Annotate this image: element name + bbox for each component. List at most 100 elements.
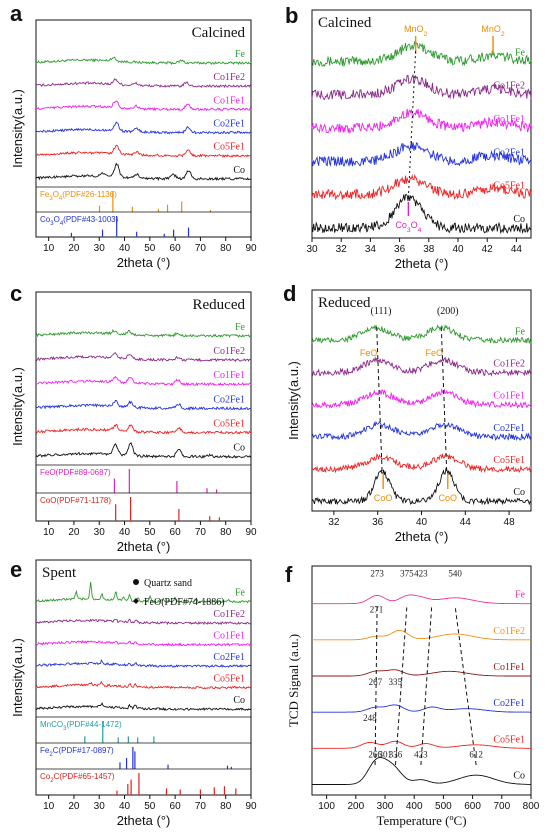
series-line-fe [311, 40, 532, 68]
series-line-co1fe2 [311, 356, 532, 377]
x-tick-label: 40 [119, 801, 131, 812]
series-line-co1fe1 [35, 639, 252, 647]
panel-letter-f: f [285, 562, 293, 587]
series-line-fe [312, 594, 531, 605]
panel-title: Calcined [192, 25, 246, 41]
plot-frame [311, 565, 532, 796]
x-tick-label: 50 [144, 527, 156, 538]
series-label: Fe [235, 49, 246, 60]
x-tick-label: 90 [245, 243, 257, 254]
ref-label: CoO(PDF#71-1178) [40, 496, 111, 505]
x-axis-title: 2theta (°) [117, 539, 171, 554]
series-label: Co1Fe2 [493, 359, 525, 370]
y-axis-title: Intensity(a.u.) [10, 89, 25, 168]
annotation: FeO [426, 348, 444, 358]
ref-label: Co2C(PDF#65-1457) [40, 772, 115, 784]
series-label: Co1Fe1 [213, 95, 245, 106]
series-label: Co2Fe1 [493, 423, 525, 434]
plot-frame [311, 9, 532, 239]
legend-label: FeO(PDF#74-1886) [144, 597, 225, 608]
x-tick-label: 10 [43, 801, 55, 812]
guide-line [454, 605, 477, 766]
x-tick-label: 30 [94, 801, 106, 812]
ref-label: Fe3O4(PDF#26-1136) [40, 190, 117, 202]
ref-label: FeO(PDF#89-0687) [40, 468, 111, 477]
x-tick-label: 600 [464, 801, 481, 812]
series-label: Co5Fe1 [213, 674, 245, 685]
series-line-co2fe1 [311, 420, 532, 442]
annotation: (200) [437, 306, 459, 317]
panel-letter-e: e [10, 557, 22, 582]
x-tick-label: 20 [68, 243, 80, 254]
series-label: Co1Fe2 [493, 81, 525, 92]
x-tick-label: 40 [119, 527, 131, 538]
x-tick-label: 40 [119, 243, 131, 254]
x-tick-label: 10 [43, 527, 55, 538]
series-label: Co5Fe1 [213, 142, 245, 153]
x-tick-label: 70 [195, 243, 207, 254]
x-tick-label: 40 [452, 244, 464, 255]
annotation: CoO [439, 493, 458, 503]
series-line-fe [35, 582, 252, 604]
peak-label: 271 [370, 605, 384, 615]
x-tick-label: 20 [68, 527, 80, 538]
y-axis-title: TCD Signal (a.u.) [286, 634, 301, 727]
x-tick-label: 36 [372, 517, 384, 528]
plot-frame [35, 559, 252, 796]
series-line-co1fe2 [35, 618, 252, 626]
x-tick-label: 42 [482, 244, 494, 255]
series-line-co1fe1 [312, 669, 531, 677]
x-tick-label: 36 [394, 244, 406, 255]
series-line-co5fe1 [35, 144, 252, 158]
peak-label: 375 [400, 569, 414, 579]
x-tick-label: 30 [94, 243, 106, 254]
y-axis-title: Intensity(a.u.) [286, 361, 301, 440]
series-line-co1fe2 [311, 74, 532, 101]
series-line-co [35, 162, 252, 182]
series-line-co1fe1 [36, 375, 252, 387]
plot-frame [35, 19, 252, 238]
x-tick-label: 38 [423, 244, 435, 255]
guide-line [374, 605, 378, 766]
series-label: Co1Fe2 [213, 609, 245, 620]
guide-line [395, 605, 408, 766]
x-axis-title: 2theta (°) [395, 529, 449, 544]
series-label: Co [513, 770, 525, 781]
x-tick-label: 20 [68, 801, 80, 812]
series-line-co1fe1 [311, 388, 532, 409]
peak-label: 335 [388, 677, 402, 687]
series-label: Co1Fe1 [493, 391, 525, 402]
series-line-fe [35, 56, 252, 66]
series-line-co5fe1 [311, 173, 532, 201]
legend-marker-diamond [133, 598, 139, 604]
x-tick-label: 80 [220, 527, 232, 538]
x-tick-label: 70 [195, 801, 207, 812]
x-tick-label: 44 [460, 517, 472, 528]
x-tick-label: 100 [318, 801, 335, 812]
legend-label: Quartz sand [144, 578, 192, 589]
annotation: MnO2 [404, 24, 428, 38]
series-label: Co2Fe1 [213, 394, 245, 405]
series-line-fe [311, 323, 532, 344]
series-label: Fe [515, 326, 526, 337]
peak-label: 267 [369, 677, 383, 687]
panel-e: e 10 20 30 40 50 60 70 80 90 2theta (°) Intensity(a… [10, 557, 257, 828]
x-tick-label: 90 [245, 801, 257, 812]
series-line-co2fe1 [311, 141, 532, 168]
series-line-co5fe1 [35, 423, 252, 435]
series-line-co1fe2 [312, 629, 531, 641]
x-tick-label: 44 [511, 244, 523, 255]
peak-label: 301 [379, 749, 393, 759]
panel-letter-d: d [283, 281, 296, 306]
ref-label: Fe2C(PDF#17-0897) [40, 746, 114, 758]
series-line-co [311, 194, 532, 235]
peak-label: 612 [469, 749, 483, 759]
x-tick-label: 60 [170, 527, 182, 538]
series-line-co2fe1 [35, 400, 252, 411]
x-axis-title: 2theta (°) [117, 813, 171, 828]
series-label: Co2Fe1 [213, 652, 245, 663]
series-label: Co [233, 165, 245, 176]
series-line-co1fe2 [35, 78, 252, 89]
series-label: Co5Fe1 [493, 455, 525, 466]
